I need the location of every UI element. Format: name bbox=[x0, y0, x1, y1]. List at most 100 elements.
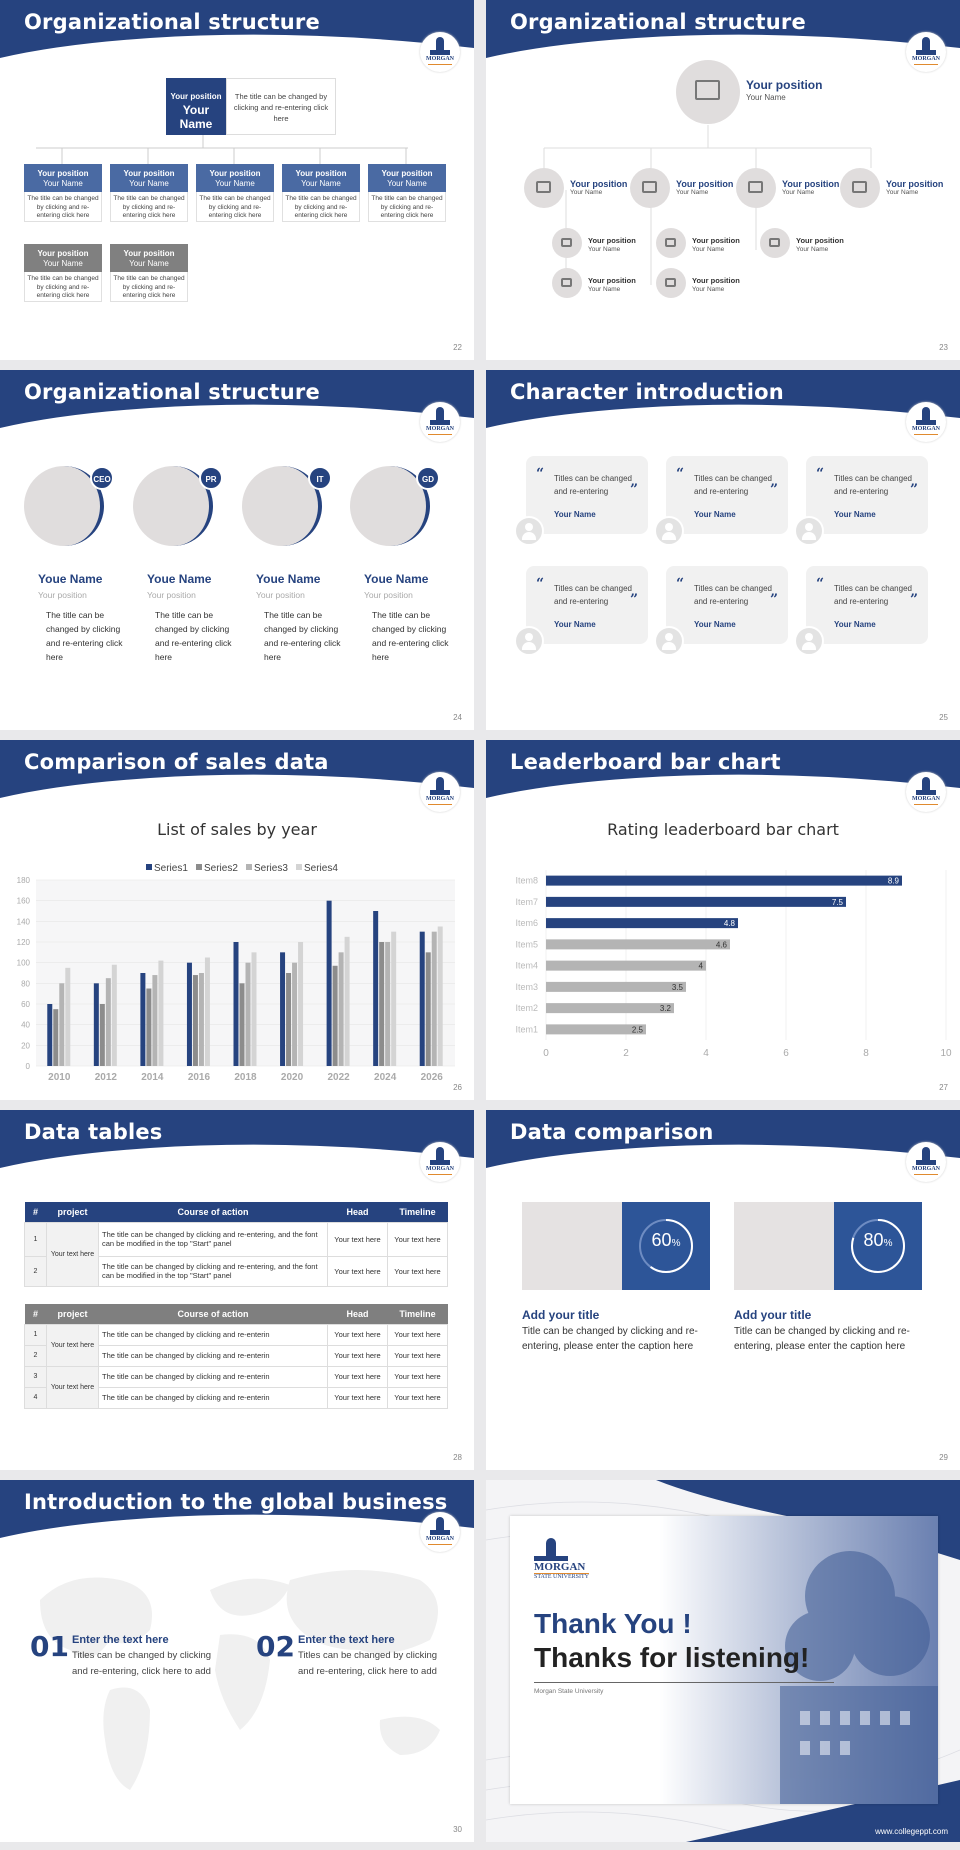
action-cell: The title can be changed by clicking and… bbox=[98, 1365, 328, 1388]
open-quote-icon: “ bbox=[536, 576, 545, 592]
avatar-icon bbox=[794, 626, 824, 656]
quote-card[interactable]: “ Titles can be changed and re-entering” Y… bbox=[666, 456, 788, 534]
org-node-photo[interactable] bbox=[676, 60, 740, 124]
position-label: Your position bbox=[796, 236, 844, 246]
page-number: 29 bbox=[939, 1453, 948, 1462]
data-label: 8.9 bbox=[888, 877, 900, 886]
image-placeholder-icon bbox=[350, 466, 378, 488]
person-description: The title can be changed by clicking and… bbox=[372, 610, 449, 662]
university-logo: MORGAN bbox=[906, 402, 946, 442]
bar bbox=[298, 942, 304, 1066]
org-card[interactable]: Your position Your Name The title can be c… bbox=[368, 164, 446, 222]
name-label: Your Name bbox=[570, 189, 603, 197]
slide-24[interactable]: Organizational structure MORGAN CEO Youe … bbox=[0, 370, 474, 730]
person-photo[interactable] bbox=[133, 466, 213, 546]
header-wave bbox=[486, 1110, 960, 1168]
row-index: 1 bbox=[24, 1221, 47, 1257]
timeline-cell: Your text here bbox=[387, 1221, 448, 1257]
quote-card[interactable]: “ Titles can be changed and re-entering” Y… bbox=[806, 566, 928, 644]
avatar-icon bbox=[514, 516, 544, 546]
open-quote-icon: “ bbox=[676, 576, 685, 592]
item-description: Title can be changed by clicking and re-… bbox=[734, 1326, 910, 1352]
image-placeholder-icon bbox=[561, 237, 573, 247]
org-node-photo[interactable] bbox=[736, 168, 776, 208]
slide-30[interactable]: Introduction to the global business MORG… bbox=[0, 1480, 474, 1842]
org-card[interactable]: Your position Your Name The title can be c… bbox=[282, 164, 360, 222]
name-label: Your Name bbox=[692, 246, 725, 254]
legend-swatch bbox=[146, 864, 152, 870]
slide-23[interactable]: Organizational structure MORGAN Your pos… bbox=[486, 0, 960, 360]
org-node-photo[interactable] bbox=[760, 228, 790, 258]
website-url[interactable]: www.collegeppt.com bbox=[875, 1827, 948, 1836]
head-cell: Your text here bbox=[327, 1344, 388, 1367]
close-quote-icon: ” bbox=[770, 482, 779, 498]
position-label: Your position bbox=[295, 169, 347, 178]
y-tick-label: 140 bbox=[17, 917, 31, 926]
organization-name: Morgan State University bbox=[534, 1688, 604, 1695]
image-placeholder[interactable] bbox=[522, 1202, 622, 1290]
quote-card[interactable]: “ Titles can be changed and re-entering” Y… bbox=[526, 566, 648, 644]
slide-26[interactable]: Comparison of sales data MORGAN List of … bbox=[0, 740, 474, 1100]
org-card[interactable]: Your position Your Name The title can be c… bbox=[196, 164, 274, 222]
slide-22[interactable]: Organizational structure MORGAN Your pos… bbox=[0, 0, 474, 360]
y-tick-label: 80 bbox=[21, 979, 30, 988]
org-node-photo[interactable] bbox=[524, 168, 564, 208]
page-number: 30 bbox=[453, 1825, 462, 1834]
close-quote-icon: ” bbox=[630, 482, 639, 498]
col-header: Head bbox=[327, 1202, 388, 1222]
org-node-photo[interactable] bbox=[656, 268, 686, 298]
bar bbox=[186, 962, 192, 1066]
bar bbox=[204, 957, 210, 1066]
quote-card[interactable]: “ Titles can be changed and re-entering” Y… bbox=[806, 456, 928, 534]
bar bbox=[152, 975, 158, 1066]
slide-title: Organizational structure bbox=[510, 10, 806, 34]
slide-31[interactable]: MORGAN STATE UNIVERSITY Thank You ! Than… bbox=[486, 1480, 960, 1842]
image-placeholder[interactable] bbox=[734, 1202, 834, 1290]
org-card[interactable]: Your position Your Name The title can be c… bbox=[24, 164, 102, 222]
action-cell: The title can be changed by clicking and… bbox=[98, 1344, 328, 1367]
image-placeholder-icon bbox=[642, 180, 658, 193]
item-title: Add your title bbox=[734, 1308, 812, 1322]
name-label: Your Name bbox=[886, 189, 919, 197]
university-logo: MORGAN bbox=[906, 772, 946, 812]
quote-text: Titles can be changed and re-entering bbox=[694, 474, 772, 496]
org-node-photo[interactable] bbox=[552, 228, 582, 258]
row-index: 2 bbox=[24, 1344, 47, 1367]
org-node-photo[interactable] bbox=[552, 268, 582, 298]
project-cell: Your text here bbox=[46, 1323, 99, 1367]
y-tick-label: 0 bbox=[26, 1062, 31, 1071]
slide-25[interactable]: Character introduction MORGAN “ Titles ca… bbox=[486, 370, 960, 730]
org-card[interactable]: Your position Your Name The title can be c… bbox=[110, 164, 188, 222]
slide-header: Leaderboard bar chart MORGAN bbox=[486, 740, 960, 812]
bar bbox=[546, 896, 846, 907]
data-label: 4.8 bbox=[724, 919, 736, 928]
image-placeholder-icon bbox=[24, 466, 52, 488]
university-logo: MORGAN bbox=[420, 402, 460, 442]
person-name: Youe Name bbox=[147, 572, 212, 586]
org-card[interactable]: Your position Your Name The title can be c… bbox=[110, 244, 188, 302]
org-card-header: Your position Your Name bbox=[196, 164, 274, 192]
name-label: Your Name bbox=[215, 179, 255, 188]
position-label: Your position bbox=[692, 276, 740, 286]
position-label: Your position bbox=[381, 169, 433, 178]
position-label: Your position bbox=[692, 236, 740, 246]
slide-27[interactable]: Leaderboard bar chart MORGAN Rating lead… bbox=[486, 740, 960, 1100]
org-node-photo[interactable] bbox=[656, 228, 686, 258]
org-card-description: The title can be changed by clicking and… bbox=[196, 192, 274, 222]
slide-title: Organizational structure bbox=[24, 380, 320, 404]
header-wave bbox=[0, 1480, 474, 1538]
category-label: Item1 bbox=[515, 1024, 538, 1034]
role-badge: IT bbox=[308, 466, 332, 490]
avatar-icon bbox=[514, 626, 544, 656]
slide-28[interactable]: Data tables MORGAN # project Course of a… bbox=[0, 1110, 474, 1470]
org-node-photo[interactable] bbox=[630, 168, 670, 208]
bar bbox=[239, 983, 245, 1066]
org-card[interactable]: Your position Your Name The title can be c… bbox=[24, 244, 102, 302]
bar bbox=[192, 975, 198, 1066]
top-position-box[interactable]: Your position Your Name bbox=[166, 78, 226, 135]
quote-card[interactable]: “ Titles can be changed and re-entering” Y… bbox=[666, 566, 788, 644]
quote-card[interactable]: “ Titles can be changed and re-entering” Y… bbox=[526, 456, 648, 534]
slide-29[interactable]: Data comparison MORGAN 60% Add your title… bbox=[486, 1110, 960, 1470]
org-node-photo[interactable] bbox=[840, 168, 880, 208]
